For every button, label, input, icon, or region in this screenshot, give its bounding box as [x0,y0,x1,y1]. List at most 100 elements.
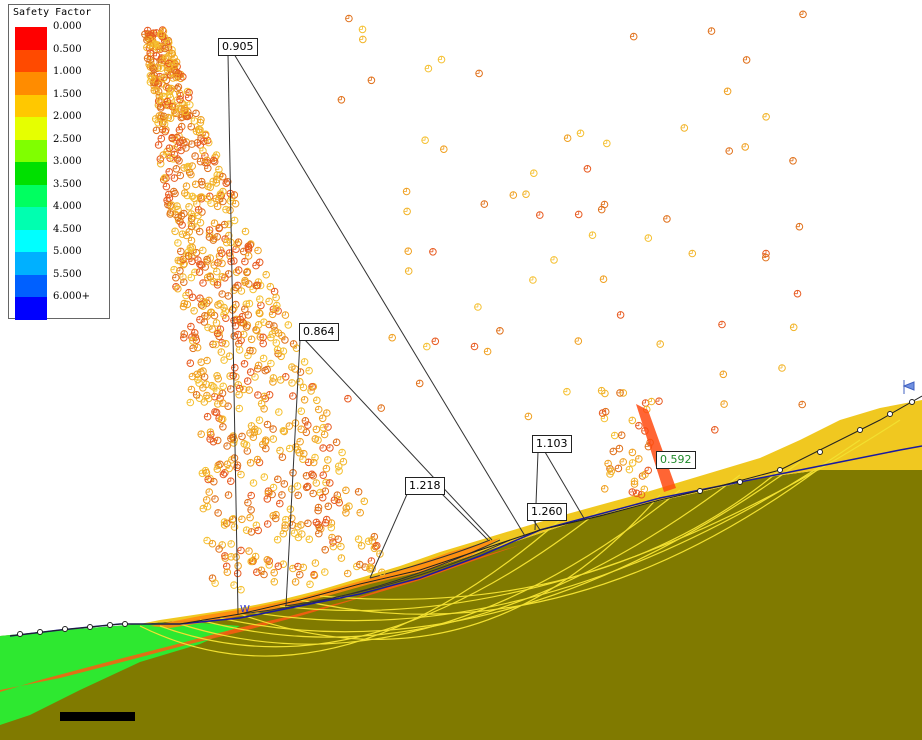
grid-point [227,477,235,486]
grid-point [524,412,533,421]
grid-point [293,482,302,490]
grid-point [789,157,797,165]
grid-point [165,168,173,176]
grid-point [237,585,245,594]
legend-label: 0.500 [53,43,82,55]
grid-point [203,502,212,511]
grid-point [192,391,201,399]
legend-swatch [15,139,47,163]
grid-point [166,210,174,218]
grid-point [190,117,199,125]
grid-point [249,433,258,442]
grid-point [187,322,195,331]
grid-point [240,360,249,368]
grid-point [177,113,186,122]
grid-point [299,383,308,392]
legend-swatch [15,207,47,230]
fos-label-0905: 0.905 [218,38,258,56]
grid-point [173,133,181,142]
grid-point [222,562,231,571]
fos-label-0864: 0.864 [299,323,339,341]
legend-label: 1.500 [53,88,82,100]
grid-point [357,542,366,550]
grid-point [644,466,653,475]
grid-point [201,312,209,320]
legend-entry: 2.500 [15,134,107,163]
grid-point [663,215,671,223]
grid-point [159,32,167,41]
grid-point [298,530,306,538]
grid-point [150,86,159,95]
grid-point [206,428,215,437]
grid-point [429,248,437,256]
legend-label: 5.000 [53,246,82,257]
grid-point [213,436,222,445]
grid-point [160,174,169,182]
grid-point [186,359,195,368]
grid-point [789,323,798,332]
legend-swatch [15,162,47,185]
grid-point [359,35,367,44]
grid-point [309,458,318,467]
grid-point [241,305,249,314]
grid-point [161,127,169,136]
grid-point [588,231,597,239]
grid-point [303,482,312,491]
grid-point [272,293,280,302]
grid-point [242,526,251,535]
grid-point [358,25,367,34]
grid-point [294,522,302,531]
grid-point [324,456,332,464]
grid-point [148,75,156,83]
grid-point [247,491,255,500]
grid-point [296,437,304,446]
grid-point [367,76,376,85]
grid-point [312,425,321,434]
grid-point [598,409,607,417]
grid-point [334,462,343,471]
grid-point [246,346,254,355]
grid-point [327,523,336,532]
grid-point [284,321,293,329]
grid-point [281,311,290,319]
legend-swatch [15,229,47,253]
grid-point [326,479,334,487]
ground-material [0,470,922,740]
grid-point [603,139,611,148]
grid-point [187,210,196,218]
grid-point [741,143,750,151]
grid-point [272,339,281,347]
grid-point [778,364,786,372]
grid-point [186,398,195,407]
grid-point [219,470,228,479]
grid-point [179,273,187,281]
grid-point [223,442,231,450]
grid-point [190,194,199,203]
grid-point [235,390,243,399]
grid-point [188,337,197,345]
grid-point [529,276,537,284]
grid-point [318,414,327,423]
grid-point [214,461,223,470]
grid-point [254,246,262,255]
grid-point [360,497,369,506]
fos-label-1103: 1.103 [532,435,572,453]
red-band [0,545,520,692]
grid-point [254,391,262,399]
grid-point [211,408,219,416]
grid-point [224,270,233,278]
grid-point [616,311,625,319]
grid-point [294,491,303,500]
grid-point [181,189,189,197]
grid-point [370,532,379,541]
grid-point [576,129,585,138]
grid-point [321,487,330,496]
grid-point [230,332,239,340]
grid-point [260,570,268,579]
grid-point [742,56,751,64]
grid-point [165,190,173,199]
grid-point [213,465,222,474]
grid-point [795,222,804,231]
grid-point [192,109,200,118]
grid-point [225,464,233,473]
